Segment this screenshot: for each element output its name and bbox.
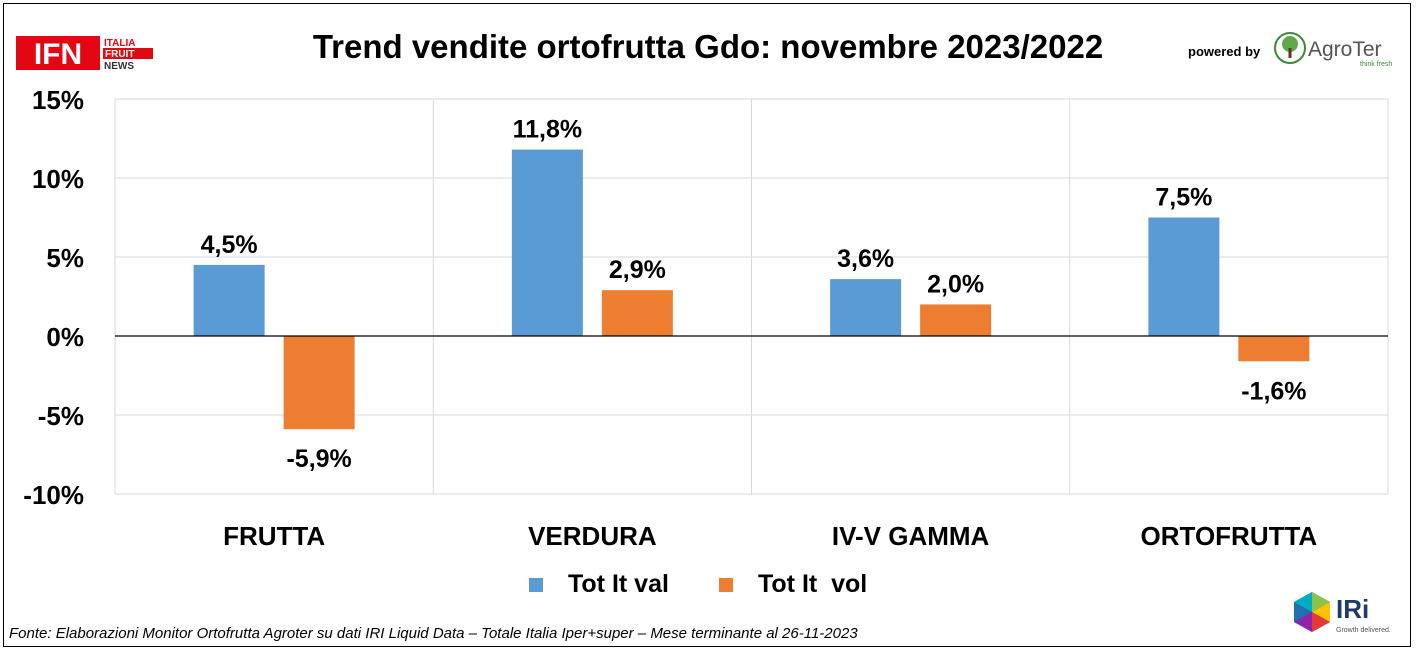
- legend-swatch-val: [529, 577, 543, 592]
- agroter-logo-tagline: think fresh: [1360, 61, 1392, 68]
- y-tick-label: 10%: [32, 164, 84, 194]
- bar-vol-verdura: [601, 290, 673, 336]
- data-label: -1,6%: [1241, 377, 1306, 405]
- y-tick-label: -5%: [38, 401, 84, 431]
- labels: 4,5% 11,8% 3,6% 7,5% -5,9% 2,9% 2,0% -1,6% FRUTT…: [201, 116, 1318, 551]
- y-tick-label: 15%: [32, 85, 84, 115]
- bar-vol-ortofrutta: [1238, 336, 1310, 362]
- legend-item-val: Tot It val: [529, 570, 669, 599]
- data-label: 3,6%: [837, 245, 894, 273]
- agroter-logo-name: AgroTer: [1308, 38, 1382, 61]
- ifn-logo-main: IFN: [34, 38, 82, 71]
- legend-label-vol: Tot It vol: [758, 570, 868, 598]
- legend-item-vol: Tot It vol: [719, 570, 867, 599]
- ifn-logo-background: [16, 36, 100, 70]
- iri-logo-name: IRi: [1336, 594, 1369, 624]
- data-label: 2,9%: [609, 256, 666, 284]
- y-tick-label: 5%: [46, 243, 84, 273]
- ifn-logo: IFN ITALIA FRUIT NEWS: [16, 36, 153, 72]
- chart-title: Trend vendite ortofrutta Gdo: novembre 2…: [312, 28, 1104, 65]
- iri-hexagon-green-facet: [1312, 592, 1330, 612]
- bar-val-iv-v-gamma: [830, 279, 902, 336]
- x-tick-label: IV-V GAMMA: [832, 521, 990, 551]
- bar-val-verdura: [511, 149, 583, 336]
- iri-hexagon-purple-facet: [1294, 612, 1312, 632]
- tree-crown-icon: [1282, 36, 1298, 52]
- iri-hexagon-red-facet: [1312, 612, 1330, 632]
- x-tick-label: VERDURA: [528, 521, 657, 551]
- y-tick-label: 0%: [46, 322, 84, 352]
- bars: [193, 149, 1310, 430]
- ifn-logo-line3: NEWS: [104, 61, 134, 72]
- bar-val-ortofrutta: [1148, 217, 1220, 336]
- data-label: 4,5%: [201, 231, 258, 259]
- axes: 15% 10% 5% 0% -5% -10%: [23, 85, 1388, 510]
- ifn-logo-band: [103, 48, 153, 59]
- data-label: 11,8%: [513, 116, 583, 144]
- iri-hexagon-yellow-facet: [1312, 602, 1330, 622]
- x-tick-label: ORTOFRUTTA: [1141, 521, 1318, 551]
- source-note: Fonte: Elaborazioni Monitor Ortofrutta A…: [9, 625, 858, 642]
- bar-vol-iv-v-gamma: [920, 304, 992, 336]
- powered-by-label: powered by: [1188, 44, 1261, 59]
- bar-vol-frutta: [283, 336, 355, 430]
- iri-hexagon-cyan-facet: [1294, 592, 1312, 612]
- legend-swatch-vol: [719, 577, 733, 592]
- data-label: 7,5%: [1155, 184, 1212, 212]
- y-tick-label: -10%: [23, 480, 84, 510]
- agroter-logo: AgroTer think fresh: [1274, 32, 1392, 68]
- iri-logo: IRi Growth delivered.: [1294, 592, 1391, 634]
- ifn-logo-line2: FRUIT: [105, 49, 134, 60]
- ifn-logo-line1: ITALIA: [104, 38, 135, 49]
- data-label: -5,9%: [286, 445, 351, 473]
- legend-label-val: Tot It val: [568, 570, 669, 598]
- iri-logo-tagline: Growth delivered.: [1336, 627, 1391, 634]
- x-tick-label: FRUTTA: [223, 521, 325, 551]
- tree-trunk-icon: [1288, 48, 1292, 58]
- bar-val-frutta: [193, 264, 265, 336]
- data-label: 2,0%: [927, 270, 984, 298]
